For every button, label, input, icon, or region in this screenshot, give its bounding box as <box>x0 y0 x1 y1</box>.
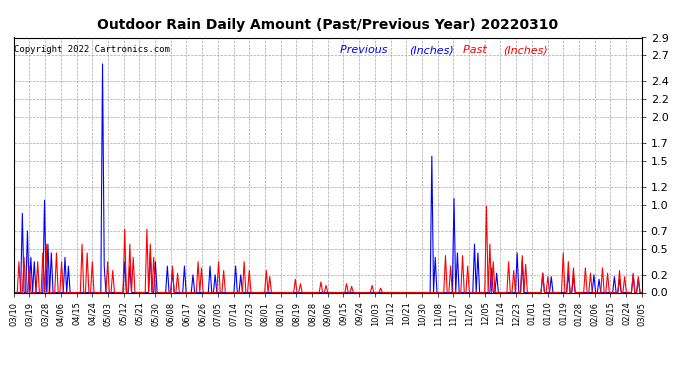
Text: Copyright 2022 Cartronics.com: Copyright 2022 Cartronics.com <box>14 45 170 54</box>
Text: Past: Past <box>463 45 490 55</box>
Title: Outdoor Rain Daily Amount (Past/Previous Year) 20220310: Outdoor Rain Daily Amount (Past/Previous… <box>97 18 558 32</box>
Text: (Inches): (Inches) <box>409 45 454 55</box>
Text: (Inches): (Inches) <box>504 45 549 55</box>
Text: Previous: Previous <box>340 45 391 55</box>
